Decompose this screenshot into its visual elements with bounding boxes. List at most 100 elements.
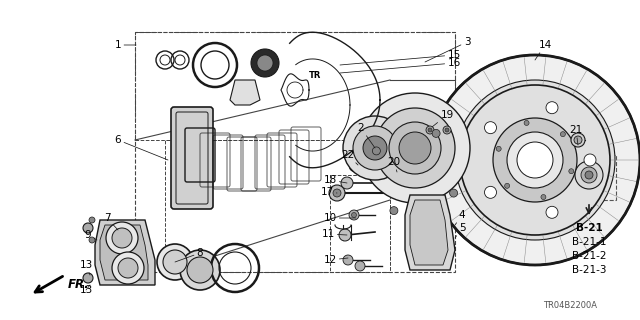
Text: 9: 9: [84, 230, 97, 240]
Bar: [330, 175, 390, 272]
Circle shape: [372, 147, 380, 155]
Text: 22: 22: [341, 150, 358, 165]
Polygon shape: [230, 80, 260, 105]
Circle shape: [329, 185, 345, 201]
Text: FR.: FR.: [68, 278, 90, 292]
Circle shape: [541, 195, 546, 200]
Circle shape: [496, 146, 501, 151]
Circle shape: [251, 49, 279, 77]
Text: 17: 17: [321, 187, 337, 197]
Circle shape: [569, 169, 574, 174]
Circle shape: [390, 207, 398, 215]
Polygon shape: [95, 220, 155, 285]
Circle shape: [507, 132, 563, 188]
Circle shape: [584, 154, 596, 166]
Circle shape: [581, 167, 597, 183]
Circle shape: [339, 229, 351, 241]
Circle shape: [575, 161, 603, 189]
Circle shape: [187, 257, 213, 283]
Circle shape: [445, 128, 449, 132]
Circle shape: [343, 255, 353, 265]
Circle shape: [83, 223, 93, 233]
Circle shape: [524, 120, 529, 125]
Bar: [135, 32, 455, 140]
Polygon shape: [405, 195, 455, 270]
Text: 1: 1: [115, 40, 136, 50]
Text: 19: 19: [432, 110, 454, 127]
Circle shape: [389, 122, 441, 174]
Circle shape: [89, 217, 95, 223]
Circle shape: [89, 237, 95, 243]
Circle shape: [343, 116, 407, 180]
Circle shape: [504, 183, 509, 188]
Text: 13: 13: [79, 260, 93, 275]
Text: 18: 18: [323, 175, 347, 185]
Text: 16: 16: [340, 58, 461, 73]
Text: B-21: B-21: [575, 223, 602, 233]
FancyBboxPatch shape: [171, 107, 213, 209]
Circle shape: [585, 171, 593, 179]
Text: TR04B2200A: TR04B2200A: [543, 300, 597, 309]
Circle shape: [450, 189, 458, 197]
Circle shape: [112, 252, 144, 284]
Circle shape: [428, 128, 432, 132]
Circle shape: [341, 177, 353, 189]
Text: B-21-2: B-21-2: [572, 251, 606, 261]
Circle shape: [493, 118, 577, 202]
Polygon shape: [100, 225, 148, 280]
Circle shape: [546, 102, 558, 114]
Text: 10: 10: [323, 213, 356, 223]
Text: 8: 8: [175, 248, 204, 262]
Circle shape: [546, 206, 558, 218]
Text: 3: 3: [425, 37, 470, 62]
Text: 11: 11: [321, 229, 347, 239]
Circle shape: [353, 126, 397, 170]
Circle shape: [426, 126, 434, 134]
Polygon shape: [410, 200, 448, 265]
Circle shape: [112, 228, 132, 248]
Text: 21: 21: [570, 125, 582, 145]
Circle shape: [375, 108, 455, 188]
Circle shape: [360, 93, 470, 203]
Bar: [165, 140, 390, 272]
Circle shape: [355, 261, 365, 271]
Bar: [135, 32, 455, 272]
Text: 7: 7: [104, 213, 118, 230]
Text: 6: 6: [115, 135, 168, 160]
Circle shape: [432, 129, 440, 137]
Circle shape: [106, 222, 138, 254]
Text: 4: 4: [455, 210, 465, 225]
Circle shape: [443, 126, 451, 134]
Bar: [562, 155, 616, 200]
Text: 13: 13: [79, 285, 93, 295]
Text: 14: 14: [535, 40, 552, 60]
Circle shape: [484, 122, 497, 134]
Circle shape: [118, 258, 138, 278]
Circle shape: [83, 273, 93, 283]
Text: 5: 5: [455, 223, 465, 238]
Circle shape: [484, 186, 497, 198]
Circle shape: [363, 136, 387, 160]
Text: B-21-3: B-21-3: [572, 265, 606, 275]
Circle shape: [517, 142, 553, 178]
Circle shape: [561, 132, 565, 137]
Circle shape: [455, 80, 615, 240]
Text: B-21-1: B-21-1: [572, 237, 606, 247]
Circle shape: [430, 55, 640, 265]
Text: 2: 2: [358, 123, 375, 148]
Circle shape: [257, 55, 273, 71]
Text: 15: 15: [340, 50, 461, 65]
Text: TR: TR: [309, 70, 321, 79]
Text: 12: 12: [323, 255, 348, 265]
Text: 20: 20: [387, 157, 401, 172]
Circle shape: [349, 210, 359, 220]
Circle shape: [351, 212, 356, 218]
Circle shape: [163, 250, 187, 274]
Circle shape: [399, 132, 431, 164]
Circle shape: [574, 136, 582, 144]
Circle shape: [571, 133, 585, 147]
Bar: [565, 165, 615, 200]
Circle shape: [157, 244, 193, 280]
Circle shape: [333, 189, 341, 197]
Circle shape: [180, 250, 220, 290]
